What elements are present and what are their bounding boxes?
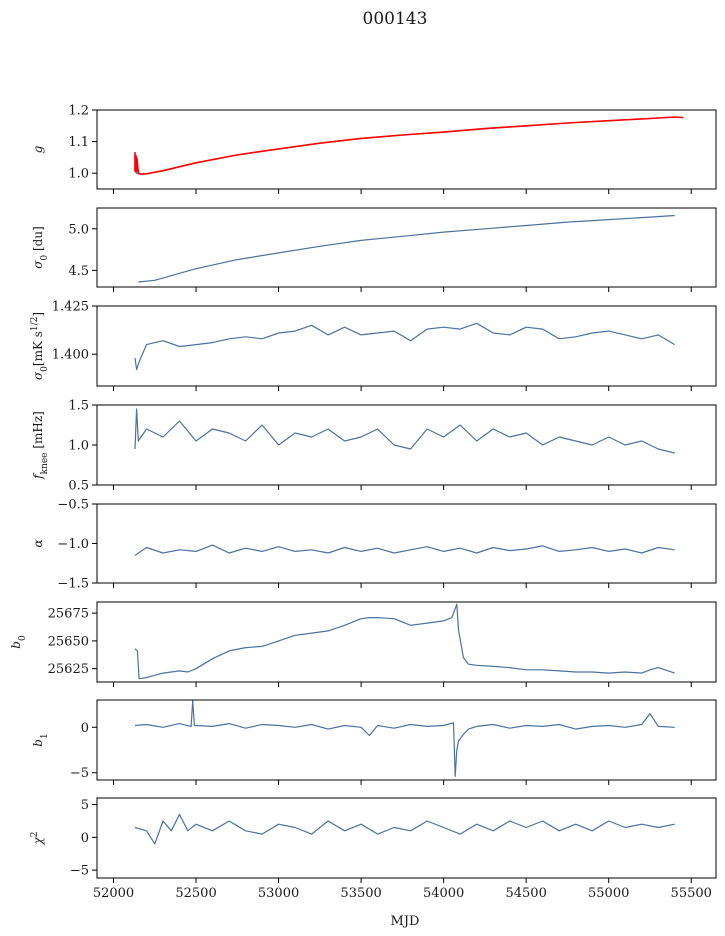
y-tick-label: 1.5 [68,399,89,414]
series-line [134,700,675,777]
y-tick-label: −1.5 [57,577,89,592]
subplot-5: −1.5 −1.0 −0.5 α [31,498,717,592]
axes-frame [96,601,717,683]
y-tick-label: 0 [81,721,89,736]
y-tick-label: −5 [70,766,89,781]
axes-frame [96,503,717,584]
x-tick-label: 54500 [505,886,546,901]
x-axis-label: MJD [391,914,420,929]
series-line [134,322,676,371]
y-axis-label: b0 [9,635,28,649]
subplot-6: 25625 25650 25675 b0 [9,601,717,687]
subplot-1: 1.0 1.1 1.2 g [31,104,717,194]
series-line [134,116,675,175]
y-tick-label: 4.5 [68,264,89,279]
y-axis-label: α [31,539,45,547]
y-tick-label: 5.0 [68,222,89,237]
series-line [134,544,675,556]
y-axis-label: σ0 [du] [31,226,50,269]
y-tick-label: 0.5 [68,479,89,494]
subplot-8: −5 0 5 52000 52500 53000 53500 54000 54500 55000 5… [30,797,717,901]
y-tick-label: 0 [81,831,89,846]
y-axis-label: σ0[mK s1/2] [30,312,50,380]
y-tick-label: 1.1 [68,135,89,150]
series-line [134,408,675,454]
y-tick-label: 1.425 [52,300,89,315]
x-tick-label: 54000 [423,886,464,901]
y-tick-label: 25675 [48,607,89,622]
y-tick-label: −0.5 [57,498,89,513]
y-tick-label: 25625 [48,662,89,677]
axes-frame [96,305,717,387]
x-tick-label: 52500 [175,886,216,901]
axes-frame [96,404,717,486]
series-line [138,214,675,283]
y-tick-label: 1.400 [52,348,89,363]
axes-frame [96,797,717,879]
x-tick-label: 55000 [588,886,629,901]
x-tick-label: 55500 [671,886,712,901]
x-tick-label: 52000 [93,886,134,901]
fit-line [134,116,684,175]
figure-title: 000143 [363,9,428,29]
y-tick-label: 1.0 [68,167,89,182]
y-axis-label: g [31,145,45,153]
y-tick-label: 25650 [48,634,89,649]
subplot-4: 0.5 1.0 1.5 fknee [mHz] [31,399,717,494]
y-axis-label: χ2 [30,831,45,845]
y-axis-label: fknee [mHz] [31,411,50,480]
axes-frame [96,207,717,288]
x-tick-label: 53000 [258,886,299,901]
x-tick-label: 53500 [340,886,381,901]
y-tick-label: −5 [70,864,89,879]
y-tick-label: 1.0 [68,439,89,454]
axes-frame [96,109,717,190]
y-tick-label: 5 [81,798,89,813]
y-axis-label: b1 [31,733,50,746]
subplot-7: −5 0 b1 [31,699,717,785]
series-line [134,813,675,845]
axes-frame [96,699,717,781]
subplot-2: 4.5 5.0 σ0 [du] [31,207,717,292]
y-tick-label: −1.0 [57,537,89,552]
y-tick-label: 1.2 [68,104,89,119]
series-line [134,603,675,680]
